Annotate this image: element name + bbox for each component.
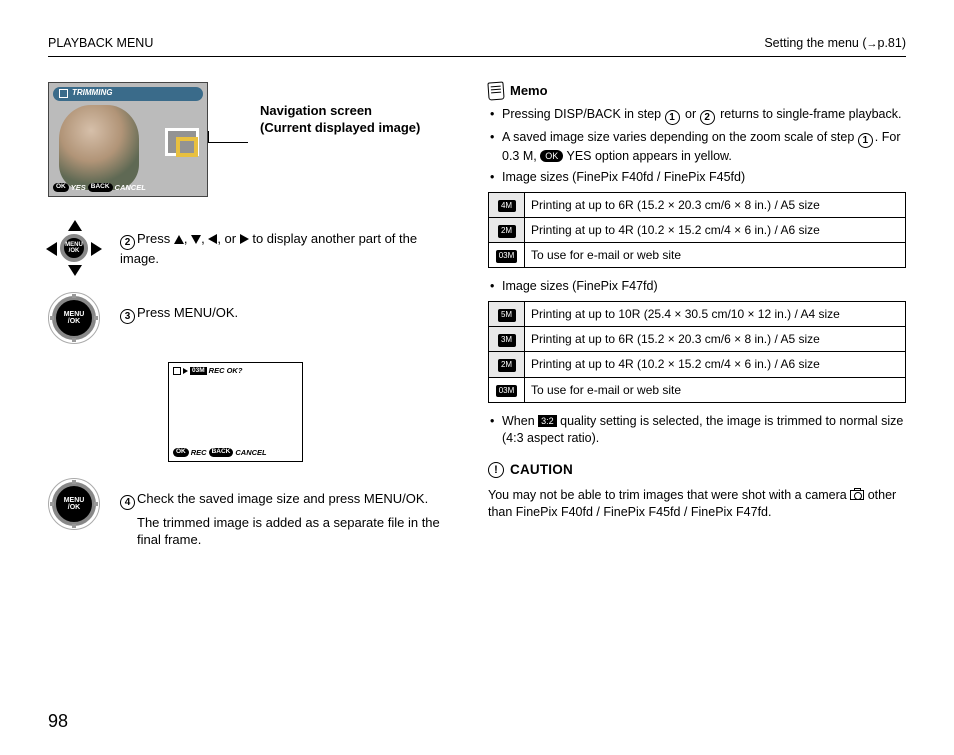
camera-screenshot: TRIMMING OK YES BACK CANCEL	[48, 82, 208, 197]
callout-line	[208, 142, 248, 143]
step-4-line2: The trimmed image is added as a separate…	[120, 514, 448, 549]
rec-bottom-bar: OK REC BACK CANCEL	[173, 448, 267, 458]
header-left: PLAYBACK MENU	[48, 35, 153, 52]
size-badge: 03M	[496, 250, 518, 263]
memo-icon	[487, 81, 504, 100]
dpad-icon: MENU/OK	[48, 222, 100, 274]
down-icon	[191, 235, 201, 244]
table-row: 5M Printing at up to 10R (25.4 × 30.5 cm…	[489, 302, 906, 327]
left-icon	[208, 234, 217, 244]
crop-icon	[59, 89, 68, 98]
step-4-line1: 4Check the saved image size and press ME…	[120, 490, 448, 510]
memo-item-1: Pressing DISP/BACK in step 1 or 2 return…	[502, 106, 906, 125]
memo-heading: Memo	[488, 82, 906, 100]
right-icon	[240, 234, 249, 244]
step-4: MENU/OK 4Check the saved image size and …	[48, 482, 448, 553]
step-2-text: 2Press , , , or to display another part …	[120, 230, 448, 268]
step-3: MENU/OK 3Press MENU/OK.	[48, 296, 448, 340]
size-badge: 4M	[498, 200, 516, 213]
up-icon	[174, 235, 184, 244]
table-row(no-bg): 03M To use for e-mail or web site	[489, 243, 906, 268]
manual-page: PLAYBACK MENU Setting the menu (p.81) TR…	[0, 0, 954, 595]
arrow-icon	[183, 368, 188, 374]
size-desc: Printing at up to 6R (15.2 × 20.3 cm/6 ×…	[525, 192, 906, 217]
size-badge: 2M	[498, 359, 516, 372]
caution-heading: ! CAUTION	[488, 461, 906, 479]
size-desc: To use for e-mail or web site	[525, 243, 906, 268]
caution-icon: !	[488, 462, 504, 478]
memo-item-2: A saved image size varies depending on t…	[502, 129, 906, 165]
size-table-f47: 5M Printing at up to 10R (25.4 × 30.5 cm…	[488, 301, 906, 403]
size-desc: Printing at up to 10R (25.4 × 30.5 cm/10…	[525, 302, 906, 327]
table-row: 4M Printing at up to 6R (15.2 × 20.3 cm/…	[489, 192, 906, 217]
caution-body: You may not be able to trim images that …	[488, 487, 906, 521]
memo-item-4: Image sizes (FinePix F47fd)	[502, 278, 906, 295]
table-row: 2M Printing at up to 4R (10.2 × 15.2 cm/…	[489, 352, 906, 377]
step-3-text: 3Press MENU/OK.	[120, 304, 448, 324]
size-badge: 5M	[498, 309, 516, 322]
content-columns: TRIMMING OK YES BACK CANCEL N	[48, 82, 906, 575]
step-2: MENU/OK 2Press , , , or to display anoth…	[48, 222, 448, 274]
memo-list-2: Image sizes (FinePix F47fd)	[488, 278, 906, 295]
crop-icon	[173, 367, 181, 375]
nav-indicator	[165, 128, 199, 156]
size-desc: Printing at up to 6R (15.2 × 20.3 cm/6 ×…	[525, 327, 906, 352]
page-header: PLAYBACK MENU Setting the menu (p.81)	[48, 35, 906, 57]
right-column: Memo Pressing DISP/BACK in step 1 or 2 r…	[488, 82, 906, 575]
screenshot-bottom-bar: OK YES BACK CANCEL	[53, 183, 146, 193]
memo-item-3: Image sizes (FinePix F40fd / FinePix F45…	[502, 169, 906, 186]
photo-subject	[59, 105, 139, 190]
table-row: 03M To use for e-mail or web site	[489, 377, 906, 402]
arrow-right-icon	[867, 36, 878, 50]
size-desc: Printing at up to 4R (10.2 × 15.2 cm/4 ×…	[525, 217, 906, 242]
table-row: 3M Printing at up to 6R (15.2 × 20.3 cm/…	[489, 327, 906, 352]
ok-pill-icon: OK	[540, 150, 563, 162]
size-badge: 2M	[498, 225, 516, 238]
table-row: 2M Printing at up to 4R (10.2 × 15.2 cm/…	[489, 217, 906, 242]
aspect-badge: 3:2	[538, 415, 557, 427]
memo-list-3: When 3:2 quality setting is selected, th…	[488, 413, 906, 447]
size-table-f40: 4M Printing at up to 6R (15.2 × 20.3 cm/…	[488, 192, 906, 269]
menu-ok-button-icon: MENU/OK	[52, 482, 96, 526]
memo-list: Pressing DISP/BACK in step 1 or 2 return…	[488, 106, 906, 186]
size-badge: 3M	[498, 334, 516, 347]
size-desc: Printing at up to 4R (10.2 × 15.2 cm/4 ×…	[525, 352, 906, 377]
header-right: Setting the menu (p.81)	[764, 35, 906, 52]
page-number: 98	[48, 709, 68, 733]
rec-ok-screenshot: 03M REC OK? OK REC BACK CANCEL	[168, 362, 303, 462]
nav-caption: Navigation screen (Current displayed ima…	[260, 82, 420, 137]
menu-ok-button-icon: MENU/OK	[52, 296, 96, 340]
trimming-bar: TRIMMING	[53, 87, 203, 101]
rec-top-bar: 03M REC OK?	[173, 366, 242, 376]
memo-item-5: When 3:2 quality setting is selected, th…	[502, 413, 906, 447]
left-column: TRIMMING OK YES BACK CANCEL N	[48, 82, 448, 575]
size-badge: 03M	[496, 385, 518, 398]
camera-icon	[850, 490, 864, 500]
size-desc: To use for e-mail or web site	[525, 377, 906, 402]
nav-screen-block: TRIMMING OK YES BACK CANCEL N	[48, 82, 448, 197]
